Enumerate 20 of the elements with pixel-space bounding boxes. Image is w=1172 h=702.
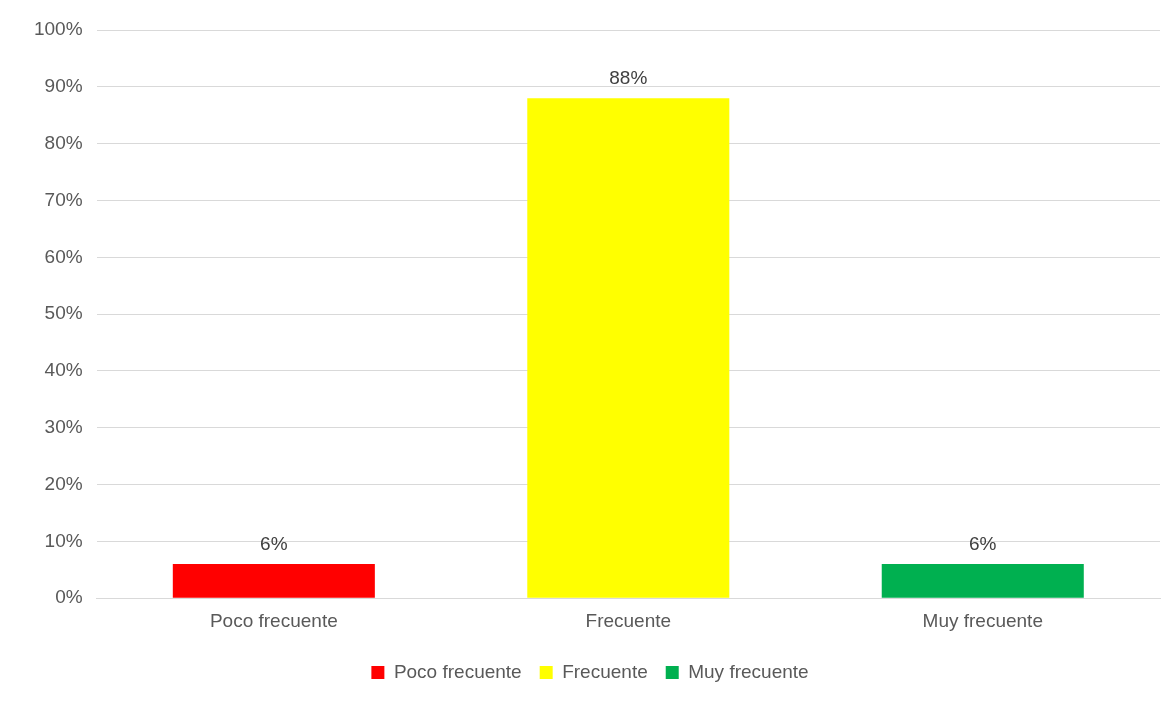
y-tick-label: 70% <box>44 188 83 210</box>
data-label: 6% <box>260 532 288 554</box>
legend-label: Frecuente <box>562 660 648 682</box>
x-tick-label: Frecuente <box>585 609 672 631</box>
y-tick-label: 60% <box>44 245 83 267</box>
y-tick-label: 40% <box>44 359 83 381</box>
legend-label: Poco frecuente <box>393 660 522 682</box>
data-label: 88% <box>609 66 648 88</box>
y-tick-label: 90% <box>44 75 83 97</box>
y-tick-label: 50% <box>44 302 83 324</box>
y-tick-label: 80% <box>44 131 83 153</box>
legend-label: Muy frecuente <box>688 660 809 682</box>
y-tick-label: 10% <box>44 529 83 551</box>
x-tick-label: Muy frecuente <box>922 609 1043 631</box>
x-tick-label: Poco frecuente <box>209 609 338 631</box>
y-tick-label: 100% <box>33 18 83 40</box>
y-tick-label: 30% <box>44 415 83 437</box>
data-label: 6% <box>969 532 997 554</box>
y-tick-label: 0% <box>55 586 83 608</box>
y-tick-label: 20% <box>44 472 83 494</box>
